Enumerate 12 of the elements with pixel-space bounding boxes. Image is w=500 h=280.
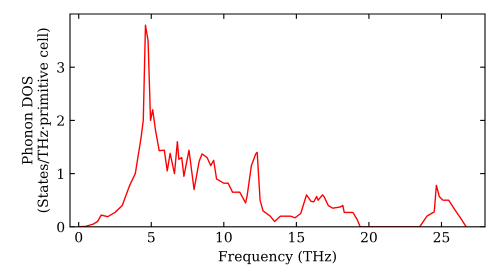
y-tick-label: 3 [57, 62, 64, 73]
y-axis-title: Phonon DOS (States/THz·primitive cell) [22, 28, 51, 212]
x-tick-label: 10 [216, 232, 232, 242]
x-tick-label: 25 [434, 232, 450, 242]
x-axis-title: Frequency (THz) [218, 250, 336, 264]
x-tick-label: 5 [148, 232, 155, 242]
x-tick-label: 0 [75, 232, 82, 242]
x-tick-label: 20 [361, 232, 377, 242]
y-tick-label: 2 [57, 115, 64, 126]
y-tick-label: 0 [57, 222, 64, 232]
x-tick-label: 15 [289, 232, 304, 242]
y-tick-label: 1 [58, 168, 64, 179]
